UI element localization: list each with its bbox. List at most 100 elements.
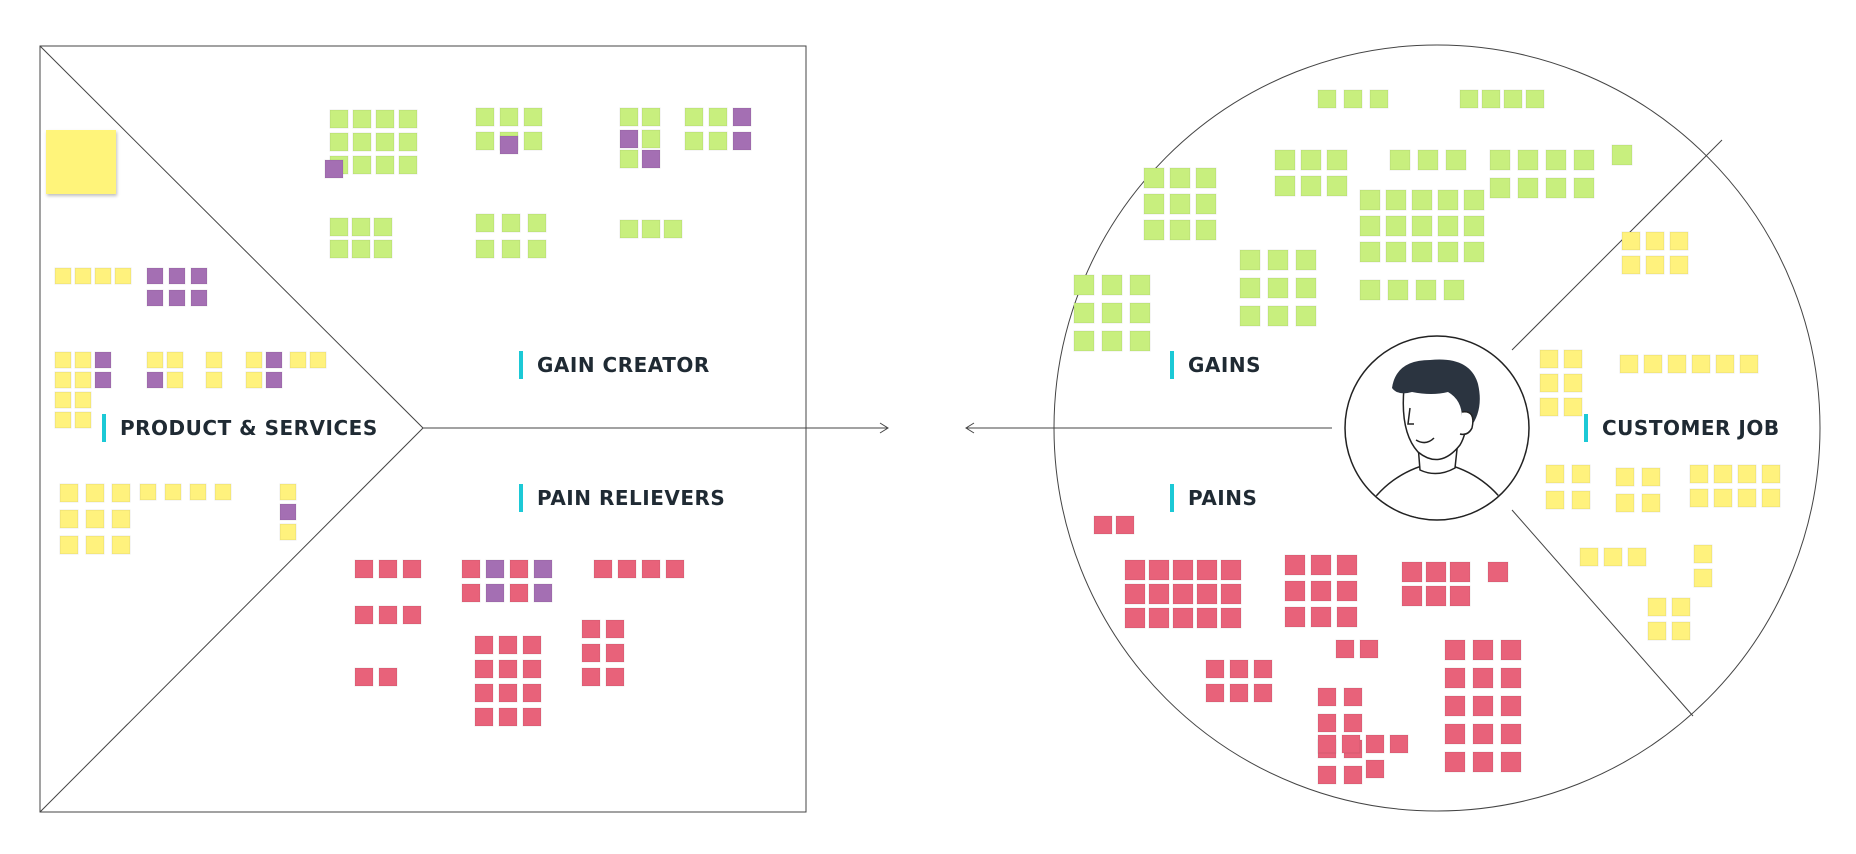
sticky-note[interactable] (373, 217, 393, 237)
sticky-note[interactable] (189, 483, 207, 501)
sticky-note[interactable] (1336, 554, 1358, 576)
sticky-note[interactable] (1365, 734, 1385, 754)
sticky-note[interactable] (1253, 683, 1273, 703)
sticky-note[interactable] (398, 155, 418, 175)
sticky-note[interactable] (1220, 559, 1242, 581)
sticky-note[interactable] (1317, 89, 1337, 109)
sticky-note[interactable] (214, 483, 232, 501)
sticky-note[interactable] (1195, 167, 1217, 189)
sticky-note[interactable] (581, 643, 601, 663)
sticky-note[interactable] (1737, 488, 1757, 508)
sticky-note[interactable] (1713, 464, 1733, 484)
sticky-note[interactable] (352, 109, 372, 129)
sticky-note[interactable] (1359, 215, 1381, 237)
sticky-note[interactable] (1487, 561, 1509, 583)
sticky-note[interactable] (1073, 274, 1095, 296)
sticky-note[interactable] (1411, 189, 1433, 211)
sticky-note[interactable] (485, 583, 505, 603)
sticky-note[interactable] (605, 667, 625, 687)
sticky-note[interactable] (1385, 241, 1407, 263)
sticky-note[interactable] (166, 371, 184, 389)
sticky-note[interactable] (74, 391, 92, 409)
sticky-note[interactable] (378, 667, 398, 687)
sticky-note[interactable] (1169, 219, 1191, 241)
sticky-note[interactable] (54, 411, 72, 429)
sticky-note[interactable] (1359, 241, 1381, 263)
sticky-note[interactable] (1343, 765, 1363, 785)
sticky-note[interactable] (1093, 515, 1113, 535)
sticky-note[interactable] (1573, 177, 1595, 199)
sticky-note[interactable] (1317, 765, 1337, 785)
sticky-note[interactable] (581, 667, 601, 687)
sticky-note[interactable] (1645, 231, 1665, 251)
sticky-note[interactable] (509, 583, 529, 603)
sticky-note[interactable] (1444, 751, 1466, 773)
sticky-note[interactable] (1693, 568, 1713, 588)
sticky-note[interactable] (54, 391, 72, 409)
sticky-note[interactable] (1129, 302, 1151, 324)
sticky-note[interactable] (581, 619, 601, 639)
sticky-note[interactable] (641, 149, 661, 169)
sticky-note[interactable] (1443, 279, 1465, 301)
sticky-note[interactable] (1645, 255, 1665, 275)
sticky-note[interactable] (474, 683, 494, 703)
sticky-note[interactable] (1172, 559, 1194, 581)
sticky-note[interactable] (329, 109, 349, 129)
sticky-note[interactable] (1545, 464, 1565, 484)
sticky-note[interactable] (1129, 330, 1151, 352)
sticky-note[interactable] (1295, 249, 1317, 271)
sticky-note[interactable] (1343, 687, 1363, 707)
sticky-note[interactable] (499, 135, 519, 155)
sticky-note[interactable] (1267, 249, 1289, 271)
sticky-note[interactable] (708, 107, 728, 127)
sticky-note[interactable] (684, 107, 704, 127)
sticky-note[interactable] (1761, 488, 1781, 508)
sticky-note[interactable] (1148, 607, 1170, 629)
sticky-note[interactable] (1539, 349, 1559, 369)
sticky-note[interactable] (1169, 193, 1191, 215)
sticky-note[interactable] (265, 351, 283, 369)
sticky-note[interactable] (1317, 734, 1337, 754)
sticky-note[interactable] (1195, 219, 1217, 241)
sticky-note[interactable] (1647, 597, 1667, 617)
sticky-note[interactable] (1481, 89, 1501, 109)
sticky-note[interactable] (1148, 583, 1170, 605)
sticky-note[interactable] (205, 351, 223, 369)
sticky-note[interactable] (619, 149, 639, 169)
sticky-note[interactable] (329, 217, 349, 237)
sticky-note[interactable] (498, 683, 518, 703)
sticky-note[interactable] (1500, 667, 1522, 689)
sticky-note[interactable] (732, 107, 752, 127)
sticky-note[interactable] (1385, 215, 1407, 237)
sticky-note[interactable] (1444, 667, 1466, 689)
sticky-note[interactable] (245, 351, 263, 369)
sticky-note[interactable] (593, 559, 613, 579)
sticky-note[interactable] (1472, 695, 1494, 717)
sticky-note[interactable] (1239, 249, 1261, 271)
sticky-note[interactable] (351, 217, 371, 237)
sticky-note[interactable] (139, 483, 157, 501)
sticky-note[interactable] (1343, 89, 1363, 109)
sticky-note[interactable] (1359, 639, 1379, 659)
sticky-note[interactable] (324, 159, 344, 179)
sticky-note[interactable] (354, 605, 374, 625)
sticky-note[interactable] (684, 131, 704, 151)
sticky-note[interactable] (1444, 723, 1466, 745)
sticky-note[interactable] (1545, 149, 1567, 171)
sticky-note[interactable] (498, 635, 518, 655)
sticky-note[interactable] (309, 351, 327, 369)
sticky-note[interactable] (1411, 215, 1433, 237)
sticky-note[interactable] (329, 239, 349, 259)
sticky-note[interactable] (54, 267, 72, 285)
sticky-note[interactable] (617, 559, 637, 579)
sticky-note[interactable] (168, 267, 186, 285)
sticky-note[interactable] (1196, 583, 1218, 605)
sticky-note[interactable] (354, 559, 374, 579)
sticky-note[interactable] (1445, 149, 1467, 171)
sticky-note[interactable] (1124, 583, 1146, 605)
sticky-note[interactable] (1073, 330, 1095, 352)
sticky-note[interactable] (1196, 559, 1218, 581)
sticky-note[interactable] (1169, 167, 1191, 189)
sticky-note[interactable] (605, 643, 625, 663)
sticky-note[interactable] (509, 559, 529, 579)
